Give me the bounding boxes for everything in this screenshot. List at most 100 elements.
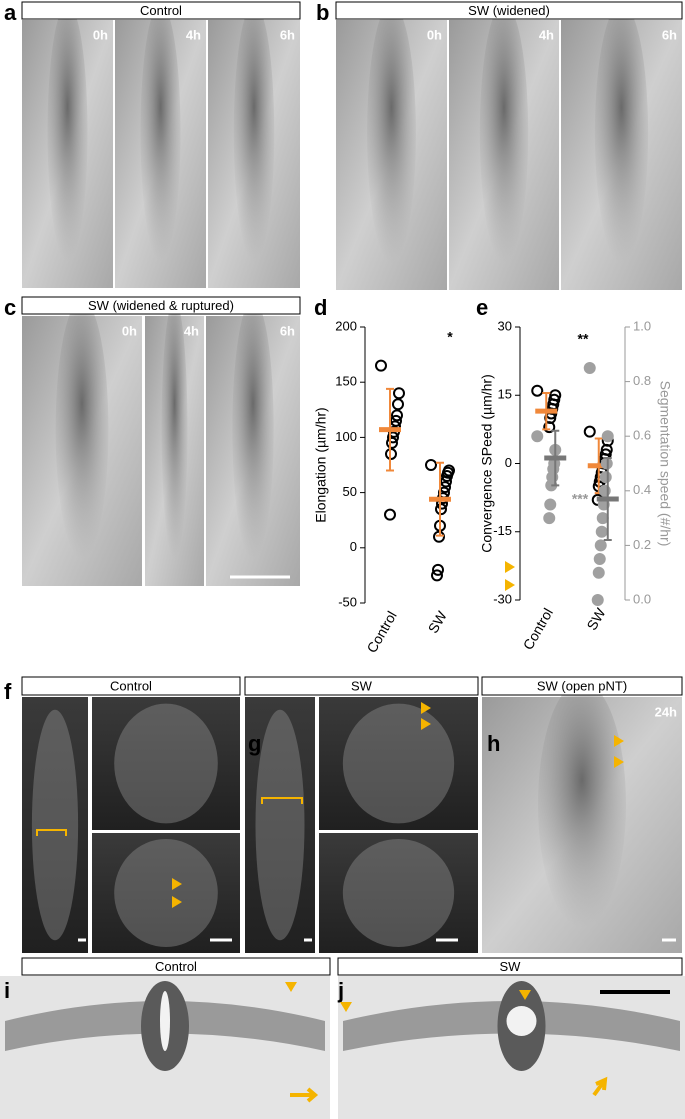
panel-title: SW (open pNT) — [537, 678, 627, 693]
data-point — [531, 384, 544, 397]
embryo — [594, 3, 649, 263]
panel-letter: b — [316, 0, 329, 25]
data-point — [601, 430, 614, 443]
data-point — [531, 430, 544, 443]
panel-letter: i — [4, 978, 10, 1003]
panel-title: SW — [351, 678, 373, 693]
tissue — [114, 839, 218, 947]
data-point — [387, 431, 399, 444]
panel-title: Control — [140, 3, 182, 18]
arrowhead — [505, 561, 515, 573]
arrowhead — [172, 896, 182, 908]
significance: ** — [578, 331, 589, 347]
y2-tick-label: 0.6 — [633, 428, 651, 443]
arrowhead — [614, 735, 624, 747]
title-box — [337, 957, 683, 976]
data-point — [543, 421, 556, 434]
time-label: 4h — [184, 323, 199, 338]
micrograph — [245, 697, 315, 953]
data-point — [392, 398, 404, 411]
panel-letter: c — [4, 295, 16, 320]
time-label: 0h — [427, 27, 442, 42]
y-tick-label: -15 — [493, 523, 512, 538]
lumen — [506, 1006, 537, 1036]
arrowhead — [505, 579, 515, 591]
y-tick-label: -50 — [338, 594, 357, 609]
data-point — [386, 436, 398, 449]
time-label: 0h — [122, 323, 137, 338]
title-box — [21, 957, 331, 976]
y-tick-label: 0 — [350, 539, 357, 554]
y-tick-label: 0 — [505, 455, 512, 470]
y-tick-label: 100 — [335, 429, 357, 444]
data-point — [393, 387, 405, 400]
panel-letter: f — [4, 679, 12, 704]
panel-letter: e — [476, 295, 488, 320]
title-box — [21, 676, 241, 696]
y-tick-label: -30 — [493, 591, 512, 606]
time-label: 24h — [655, 704, 677, 719]
micrograph — [92, 697, 240, 830]
y2-tick-label: 0.2 — [633, 537, 651, 552]
panel-title: Control — [155, 959, 197, 974]
arrowhead — [172, 878, 182, 890]
tissue — [342, 839, 455, 947]
time-label: 4h — [539, 27, 554, 42]
significance: *** — [572, 491, 589, 507]
y-tick-label: 30 — [498, 318, 512, 333]
data-point — [594, 539, 607, 552]
panel-title: SW — [500, 959, 522, 974]
embryo — [140, 3, 181, 262]
panel-letter: d — [314, 295, 327, 320]
arrowhead — [421, 718, 431, 730]
time-label: 6h — [280, 323, 295, 338]
y2-tick-label: 1.0 — [633, 318, 651, 333]
lumen — [160, 991, 170, 1051]
tissue — [114, 703, 218, 824]
embryo — [55, 299, 109, 559]
data-point — [544, 498, 557, 511]
bracket — [36, 829, 67, 836]
tissue — [31, 709, 79, 941]
title-box — [21, 1, 301, 20]
data-point — [591, 594, 604, 606]
panel-title: Control — [110, 678, 152, 693]
data-point — [596, 512, 609, 525]
y-tick-label: 150 — [335, 374, 357, 389]
x-tick-label: SW — [583, 605, 609, 633]
x-tick-label: SW — [425, 608, 451, 636]
arrowhead — [285, 982, 297, 992]
title-box — [335, 1, 683, 20]
x-tick-label: Control — [363, 608, 399, 655]
time-label: 4h — [186, 27, 201, 42]
embryo — [479, 3, 529, 263]
micrograph — [92, 833, 240, 953]
embryo — [47, 3, 88, 262]
micrograph — [319, 833, 478, 953]
bracket — [261, 797, 303, 804]
arrow — [290, 1087, 319, 1103]
arrowhead — [614, 756, 624, 768]
embryo — [233, 3, 275, 262]
micrograph — [22, 697, 88, 953]
title-box — [481, 676, 683, 696]
arrow — [592, 1076, 608, 1097]
data-point — [391, 409, 403, 422]
embryo — [232, 299, 274, 559]
y2-tick-label: 0.4 — [633, 482, 651, 497]
panel-letter: j — [337, 978, 344, 1003]
panel-title: SW (widened) — [468, 3, 550, 18]
arrowhead — [421, 702, 431, 714]
panel-title: SW (widened & ruptured) — [88, 298, 234, 313]
data-point — [583, 361, 596, 374]
tissue — [342, 703, 455, 824]
micrograph — [319, 697, 478, 830]
data-point — [543, 512, 556, 525]
arrowhead — [519, 990, 531, 1000]
title-box — [21, 296, 301, 315]
data-point — [583, 425, 596, 438]
significance: * — [447, 329, 453, 345]
embryo — [538, 681, 626, 928]
y-tick-label: 15 — [498, 387, 512, 402]
